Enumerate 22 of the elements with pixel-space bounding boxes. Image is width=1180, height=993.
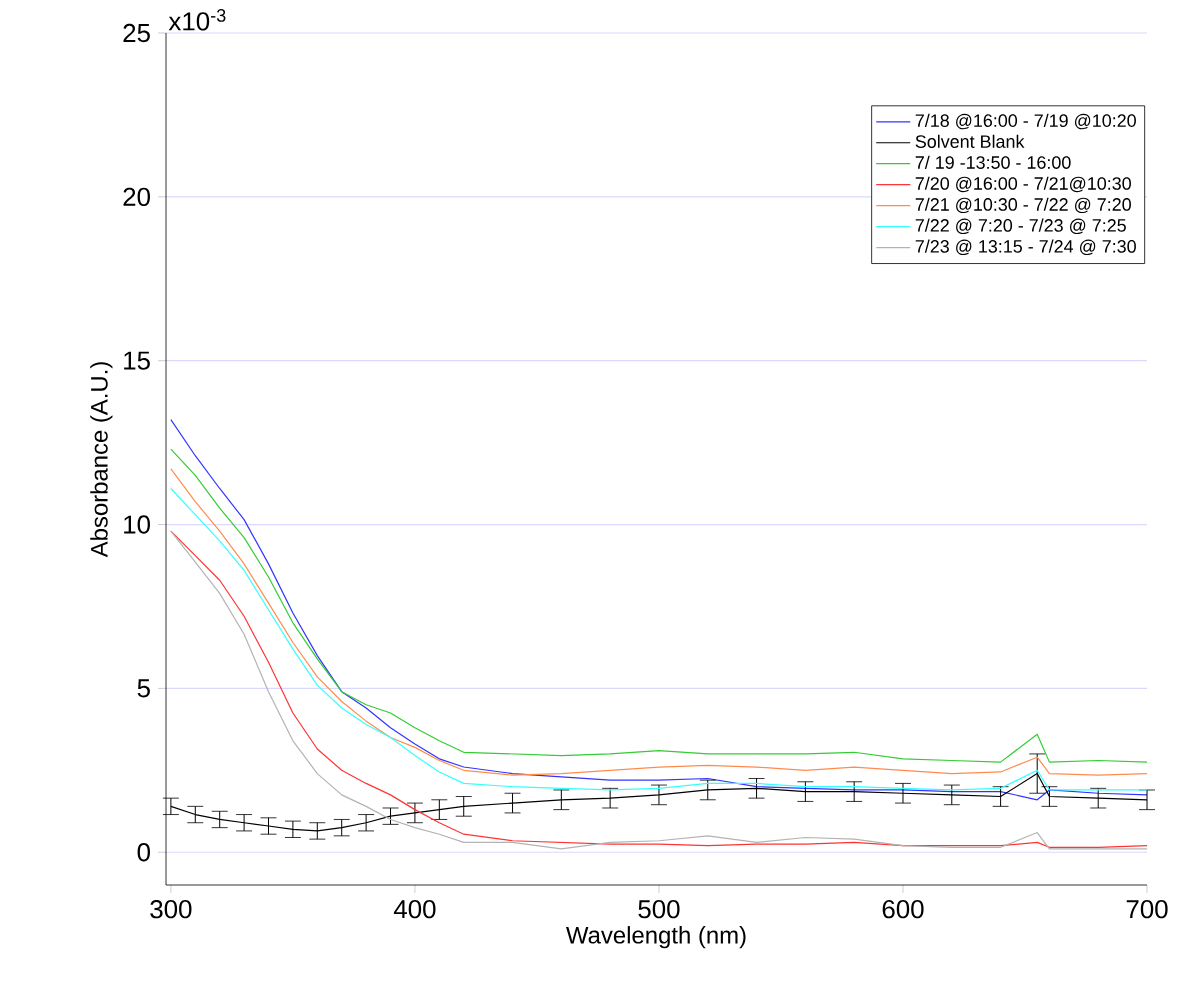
text: x10$^{-3}$ [168,9,226,31]
y-tick-label: 25 [123,23,150,43]
legend-label: 7/18 @16:00 - 7/19 @10:20 [915,113,1136,130]
y-tick-label: 10 [124,515,150,534]
y-axis-title: Absorbance (A.U.) [90,362,113,558]
x-axis-title: Wavelength (nm) [566,926,746,949]
y-tick-label: 20 [123,187,150,207]
y-tick-label: 5 [137,679,150,698]
x-tick-label: 300 [150,900,192,919]
legend-label: Solvent Blank [915,134,1025,148]
x-tick-label: 500 [638,900,680,919]
legend-label: 7/23 @ 13:15 - 7/24 @ 7:30 [915,239,1136,256]
legend-label: 7/21 @10:30 - 7/22 @ 7:20 [915,197,1131,214]
legend-label: 7/20 @16:00 - 7/21@10:30 [915,176,1131,193]
y-tick-label: 0 [137,843,150,862]
y-tick-label: 15 [124,351,150,370]
x-tick-label: 400 [393,900,436,919]
line-series [170,419,1148,801]
x-tick-label: 700 [1126,900,1168,919]
legend-label: 7/22 @ 7:20 - 7/23 @ 7:25 [915,218,1126,235]
legend-label: 7/ 19 -13:50 - 16:00 [915,155,1071,169]
x-tick-label: 600 [882,900,924,919]
